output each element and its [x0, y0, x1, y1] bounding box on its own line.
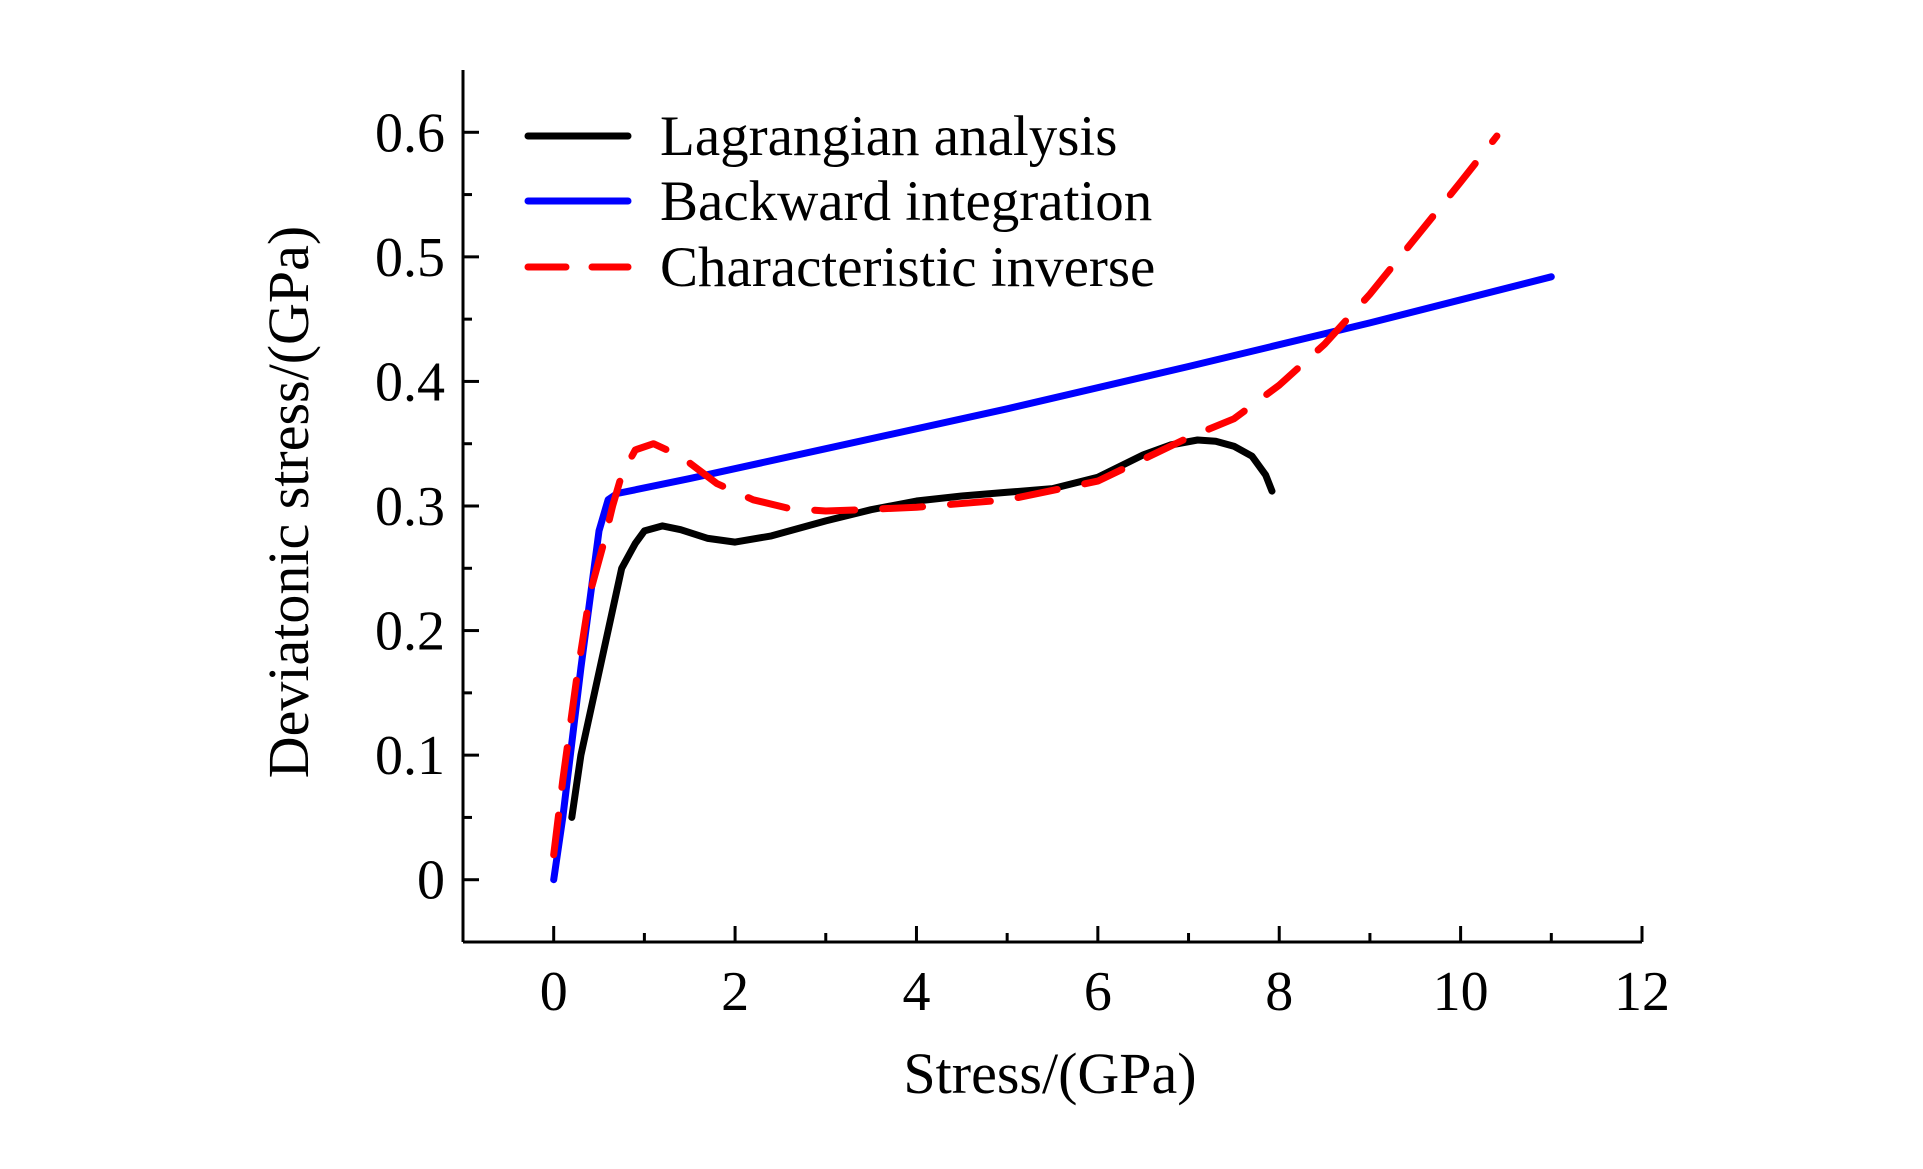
- series-line-characteristic-inverse: [550, 132, 1501, 859]
- x-tick-label: 2: [721, 961, 749, 1023]
- legend-label-backward-integration: Backward integration: [660, 170, 1152, 233]
- x-tick-label: 6: [1084, 961, 1112, 1023]
- series-line-lagrangian-analysis: [568, 436, 1276, 821]
- y-tick-label: 0.3: [375, 476, 445, 538]
- legend-label-lagrangian-analysis: Lagrangian analysis: [660, 105, 1117, 168]
- x-tick-label: 8: [1265, 961, 1293, 1023]
- y-axis-title: Deviatonic stress/(GPa): [256, 226, 321, 778]
- y-tick-label: 0.1: [375, 725, 445, 787]
- x-tick-label: 10: [1433, 961, 1489, 1023]
- series-line-backward-integration: [550, 273, 1555, 884]
- y-tick-label: 0: [417, 850, 445, 912]
- y-tick-label: 0.4: [375, 351, 445, 413]
- x-tick-label: 0: [540, 961, 568, 1023]
- legend-label-characteristic-inverse: Characteristic inverse: [660, 236, 1155, 299]
- x-tick-label: 12: [1614, 961, 1670, 1023]
- y-tick-label: 0.6: [375, 102, 445, 164]
- x-tick-label: 4: [902, 961, 930, 1023]
- x-axis-title: Stress/(GPa): [903, 1041, 1196, 1106]
- y-tick-label: 0.5: [375, 227, 445, 289]
- series-layer: [550, 132, 1555, 884]
- y-tick-label: 0.2: [375, 601, 445, 663]
- axes: 0 2 4 6 8 10 12 0 0.1 0.2 0.3 0.4 0.5 0.6: [375, 70, 1670, 1023]
